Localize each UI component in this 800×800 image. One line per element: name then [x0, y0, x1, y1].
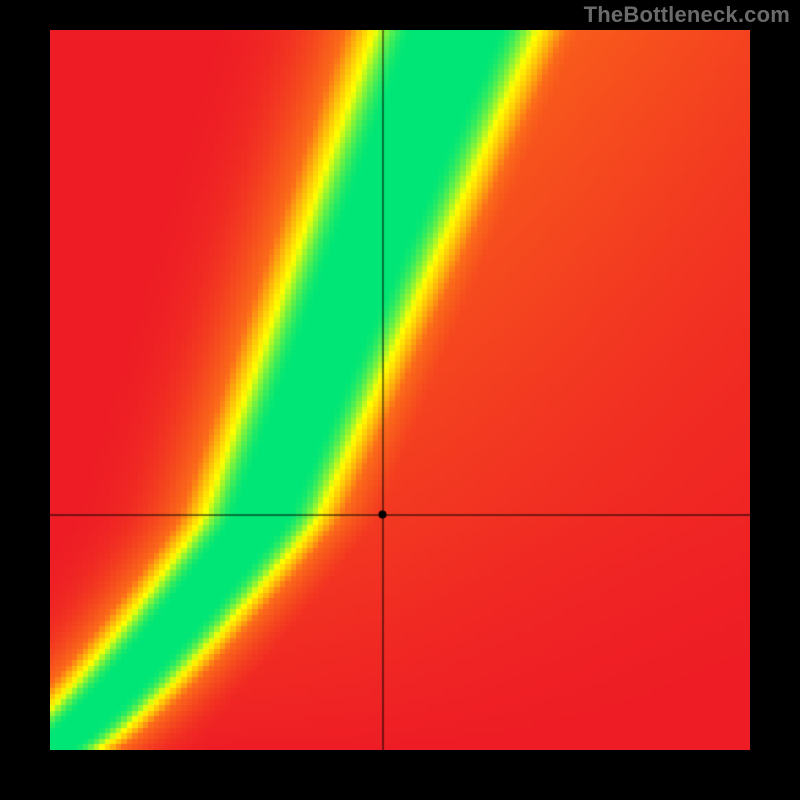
chart-frame: TheBottleneck.com — [0, 0, 800, 800]
heatmap-plot — [50, 30, 750, 750]
watermark-text: TheBottleneck.com — [584, 2, 790, 28]
